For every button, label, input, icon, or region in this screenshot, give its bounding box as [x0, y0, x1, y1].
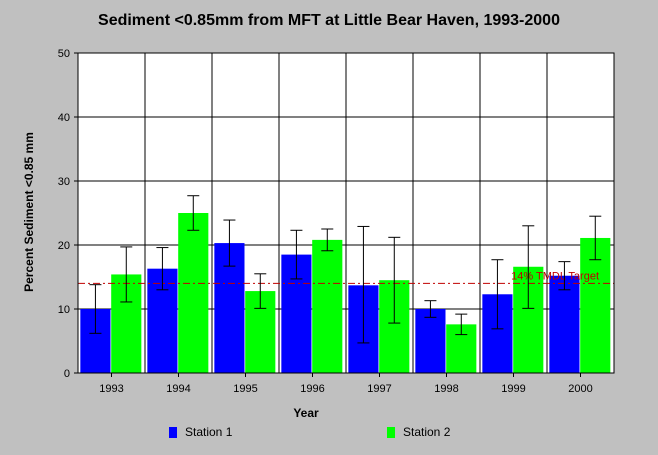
x-tick-label: 1999 [501, 383, 525, 395]
bar-station-2 [178, 213, 209, 373]
legend-item-station-1: Station 1 [169, 425, 232, 439]
y-tick-label: 0 [64, 368, 70, 380]
y-tick-label: 20 [58, 240, 70, 252]
x-tick-label: 1998 [434, 383, 458, 395]
x-tick-label: 1995 [233, 383, 257, 395]
chart-title: Sediment <0.85mm from MFT at Little Bear… [98, 12, 560, 29]
x-tick-label: 2000 [568, 383, 592, 395]
y-tick-label: 50 [58, 48, 70, 60]
legend-swatch-station-1 [169, 426, 177, 438]
legend-item-station-2: Station 2 [387, 425, 450, 439]
legend-label-station-2: Station 2 [403, 425, 451, 439]
bar-station-1 [549, 275, 580, 373]
plot-frame [77, 52, 615, 374]
x-tick-label: 1997 [367, 383, 391, 395]
legend-swatch-station-2 [387, 426, 395, 438]
bar-station-1 [415, 309, 446, 373]
y-tick-label: 40 [58, 112, 70, 124]
x-axis-label: Year [293, 406, 319, 420]
y-tick-label: 30 [58, 176, 70, 188]
x-tick-label: 1993 [99, 383, 123, 395]
legend-label-station-1: Station 1 [185, 425, 233, 439]
x-tick-label: 1994 [166, 383, 190, 395]
bar-station-2 [580, 237, 611, 373]
y-tick-label: 10 [58, 304, 70, 316]
tmdl-target-label: 14% TMDL Target [511, 270, 599, 282]
bar-station-2 [312, 239, 343, 373]
x-tick-label: 1996 [300, 383, 324, 395]
